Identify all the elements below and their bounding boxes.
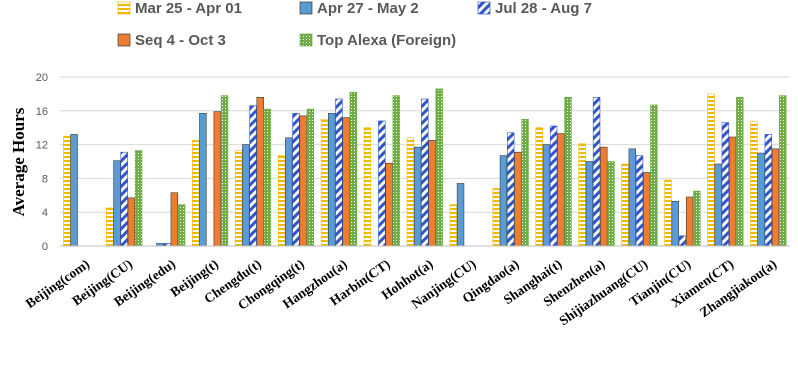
bar-top-alexa-foreign--beijing-cu- <box>134 150 143 247</box>
bar-jul-28-aug-7-qingdao-a- <box>506 132 515 247</box>
bar-jul-28-aug-7-hangzhou-a- <box>335 98 343 247</box>
bar-seq-4-oct-3-xiamen-ct- <box>728 136 737 247</box>
y-tick-label: 16 <box>36 106 48 118</box>
bar-top-alexa-foreign--xiamen-ct- <box>736 96 744 247</box>
bar-top-alexa-foreign--hohhot-a- <box>435 88 443 247</box>
bar-apr-27-may-2-beijing-cu- <box>113 160 121 247</box>
bar-jul-28-aug-7-chengdu-t- <box>249 105 257 247</box>
bar-mar-25-apr-01-shanghai-t- <box>535 127 543 247</box>
legend-label-top-alexa-foreign: Top Alexa (Foreign) <box>317 32 456 49</box>
x-tick-label: Zhangjiakou(a) <box>697 256 779 320</box>
bar-jul-28-aug-7-shanghai-t- <box>549 125 558 247</box>
bar-jul-28-aug-7-shenzhen-a- <box>592 96 601 247</box>
bar-apr-27-may-2-shanghai-t- <box>542 144 551 247</box>
bar-mar-25-apr-01-tianjin-cu- <box>664 179 672 247</box>
y-tick-label: 4 <box>42 207 48 219</box>
bar-seq-4-oct-3-beijing-t- <box>213 111 221 247</box>
bar-jul-28-aug-7-shijiazhuang-cu- <box>635 155 644 247</box>
bar-top-alexa-foreign--tianjin-cu- <box>693 190 701 247</box>
bar-mar-25-apr-01-beijing-t- <box>191 140 200 247</box>
bar-mar-25-apr-01-chongqing-t- <box>277 155 286 247</box>
bar-apr-27-may-2-chongqing-t- <box>285 137 293 247</box>
bar-seq-4-oct-3-tianjin-cu- <box>685 196 694 247</box>
bar-apr-27-may-2-shenzhen-a- <box>585 161 594 247</box>
bar-seq-4-oct-3-shenzhen-a- <box>600 146 608 247</box>
bar-seq-4-oct-3-hohhot-a- <box>428 140 436 247</box>
legend-swatch-apr-27-may-2 <box>299 1 313 15</box>
bar-top-alexa-foreign--chongqing-t- <box>306 108 315 247</box>
y-tick-label: 20 <box>36 72 48 84</box>
bar-mar-25-apr-01-harbin-ct- <box>363 127 372 247</box>
bar-seq-4-oct-3-harbin-ct- <box>385 162 393 247</box>
legend-swatch-top-alexa-foreign <box>299 33 313 47</box>
bar-top-alexa-foreign--shenzhen-a- <box>607 161 615 247</box>
bar-mar-25-apr-01-zhangjiakou-a- <box>750 121 758 247</box>
bar-apr-27-may-2-hohhot-a- <box>413 146 422 247</box>
bars <box>63 88 787 247</box>
bar-apr-27-may-2-xiamen-ct- <box>714 163 722 247</box>
legend: Mar 25 - Apr 01 Apr 27 - May 2 Jul 28 - Au… <box>117 0 592 49</box>
bar-seq-4-oct-3-zhangjiakou-a- <box>771 148 780 247</box>
bar-jul-28-aug-7-hohhot-a- <box>421 98 429 247</box>
bar-top-alexa-foreign--beijing-t- <box>220 95 229 247</box>
bar-apr-27-may-2-shijiazhuang-cu- <box>628 148 637 247</box>
bar-top-alexa-foreign--shanghai-t- <box>564 96 572 247</box>
bar-seq-4-oct-3-beijing-edu- <box>170 192 179 247</box>
bar-jul-28-aug-7-zhangjiakou-a- <box>764 134 773 247</box>
y-tick-label: 12 <box>36 140 48 152</box>
bar-top-alexa-foreign--qingdao-a- <box>521 118 529 247</box>
y-tick-label: 0 <box>42 241 48 253</box>
bar-mar-25-apr-01-xiamen-ct- <box>707 93 715 247</box>
bar-jul-28-aug-7-beijing-cu- <box>120 151 128 247</box>
bar-mar-25-apr-01-beijing-com- <box>63 135 71 247</box>
y-tick-label: 8 <box>42 173 48 185</box>
bar-top-alexa-foreign--beijing-edu- <box>177 204 186 247</box>
legend-label-mar-25-apr-01: Mar 25 - Apr 01 <box>135 0 242 17</box>
legend-swatch-seq-4-oct-3 <box>117 33 131 47</box>
bar-mar-25-apr-01-shenzhen-a- <box>578 143 586 247</box>
bar-seq-4-oct-3-shijiazhuang-cu- <box>643 172 651 247</box>
bar-mar-25-apr-01-chengdu-t- <box>234 150 243 247</box>
bar-apr-27-may-2-nanjing-cu- <box>456 183 465 247</box>
bar-apr-27-may-2-tianjin-cu- <box>671 200 679 247</box>
bar-top-alexa-foreign--hangzhou-a- <box>349 91 358 247</box>
bar-seq-4-oct-3-chengdu-t- <box>256 96 264 247</box>
bar-jul-28-aug-7-tianjin-cu- <box>678 235 687 247</box>
legend-label-apr-27-may-2: Apr 27 - May 2 <box>317 0 419 17</box>
bar-seq-4-oct-3-beijing-cu- <box>127 197 136 247</box>
bar-mar-25-apr-01-qingdao-a- <box>492 188 500 247</box>
bar-jul-28-aug-7-harbin-ct- <box>378 120 386 247</box>
bar-seq-4-oct-3-shanghai-t- <box>557 133 565 247</box>
bar-top-alexa-foreign--zhangjiakou-a- <box>779 95 787 247</box>
y-axis-label: Average Hours <box>9 107 28 216</box>
legend-label-jul-28-aug-7: Jul 28 - Aug 7 <box>495 0 592 17</box>
legend-swatch-jul-28-aug-7 <box>477 1 491 15</box>
legend-swatch-mar-25-apr-01 <box>117 1 131 15</box>
bar-apr-27-may-2-zhangjiakou-a- <box>757 152 765 247</box>
bar-apr-27-may-2-hangzhou-a- <box>328 113 336 247</box>
bar-apr-27-may-2-beijing-com- <box>70 134 78 247</box>
bar-mar-25-apr-01-shijiazhuang-cu- <box>621 163 629 247</box>
legend-label-seq-4-oct-3: Seq 4 - Oct 3 <box>135 32 226 49</box>
bar-seq-4-oct-3-hangzhou-a- <box>342 117 350 247</box>
bar-mar-25-apr-01-nanjing-cu- <box>449 204 458 247</box>
bar-mar-25-apr-01-hohhot-a- <box>406 137 415 247</box>
bar-apr-27-may-2-beijing-t- <box>199 113 207 247</box>
bar-jul-28-aug-7-chongqing-t- <box>292 113 300 247</box>
bar-mar-25-apr-01-hangzhou-a- <box>320 118 329 247</box>
bar-apr-27-may-2-chengdu-t- <box>242 144 250 247</box>
bar-mar-25-apr-01-beijing-cu- <box>106 207 114 247</box>
bar-apr-27-may-2-qingdao-a- <box>499 155 508 247</box>
bar-top-alexa-foreign--harbin-ct- <box>392 95 400 247</box>
bar-seq-4-oct-3-qingdao-a- <box>514 151 522 247</box>
bar-top-alexa-foreign--shijiazhuang-cu- <box>650 104 658 247</box>
bar-top-alexa-foreign--chengdu-t- <box>263 108 272 247</box>
bar-seq-4-oct-3-chongqing-t- <box>299 115 307 247</box>
bar-jul-28-aug-7-xiamen-ct- <box>721 122 730 247</box>
